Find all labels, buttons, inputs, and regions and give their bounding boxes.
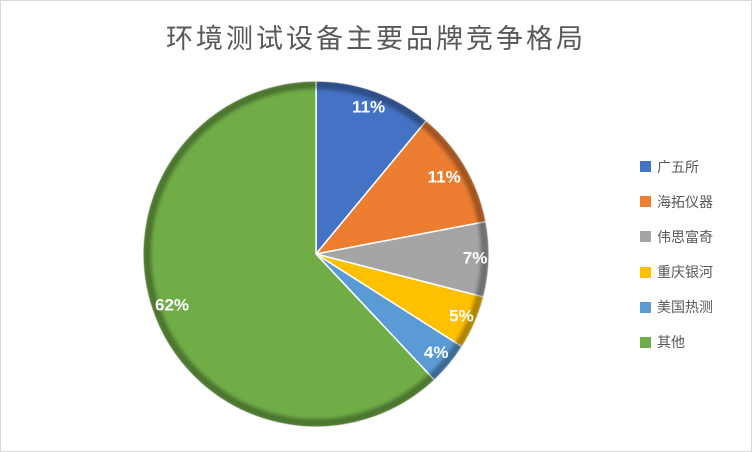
svg-text:4%: 4% [424,343,449,362]
svg-text:62%: 62% [155,295,189,314]
svg-text:11%: 11% [428,168,461,187]
svg-text:5%: 5% [449,306,474,325]
svg-text:7%: 7% [463,248,488,267]
svg-text:11%: 11% [352,97,385,116]
